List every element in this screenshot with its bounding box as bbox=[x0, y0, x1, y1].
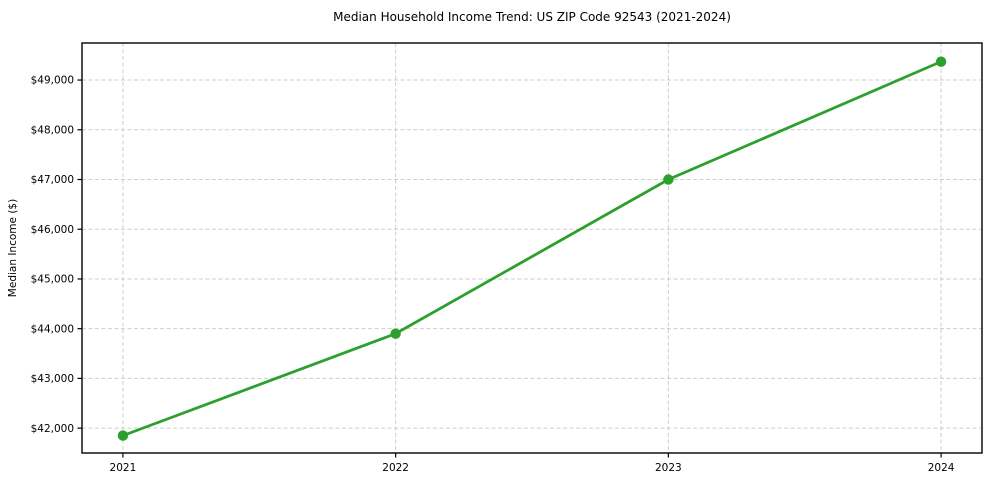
gridlines bbox=[82, 43, 982, 453]
y-tick-labels: $42,000 $43,000 $44,000 $45,000 $46,000 $47,0… bbox=[31, 75, 74, 435]
data-point-marker bbox=[935, 56, 947, 67]
data-point-marker bbox=[117, 430, 129, 441]
data-points bbox=[117, 56, 947, 441]
x-tick-label: 2023 bbox=[655, 462, 682, 474]
y-tick-label: $42,000 bbox=[31, 423, 74, 435]
y-tick-label: $45,000 bbox=[31, 274, 74, 286]
data-point-marker bbox=[390, 328, 401, 339]
y-tick-label: $46,000 bbox=[31, 224, 74, 236]
y-tick-label: $43,000 bbox=[31, 373, 74, 385]
plot-border bbox=[81, 42, 983, 454]
chart-title: Median Household Income Trend: US ZIP Co… bbox=[333, 10, 731, 24]
y-tick-label: $47,000 bbox=[31, 174, 74, 186]
y-tick-label: $44,000 bbox=[31, 323, 74, 335]
tick-marks bbox=[77, 79, 942, 458]
y-tick-label: $49,000 bbox=[31, 75, 74, 87]
data-point-marker bbox=[663, 174, 674, 185]
x-tick-label: 2022 bbox=[382, 462, 409, 474]
y-tick-label: $48,000 bbox=[31, 124, 74, 136]
x-tick-label: 2021 bbox=[110, 462, 137, 474]
income-trend-line bbox=[122, 60, 942, 437]
x-tick-labels: 2021 2022 2023 2024 bbox=[110, 462, 955, 474]
y-axis-label: Median Income ($) bbox=[7, 199, 19, 297]
x-tick-label: 2024 bbox=[928, 462, 955, 474]
